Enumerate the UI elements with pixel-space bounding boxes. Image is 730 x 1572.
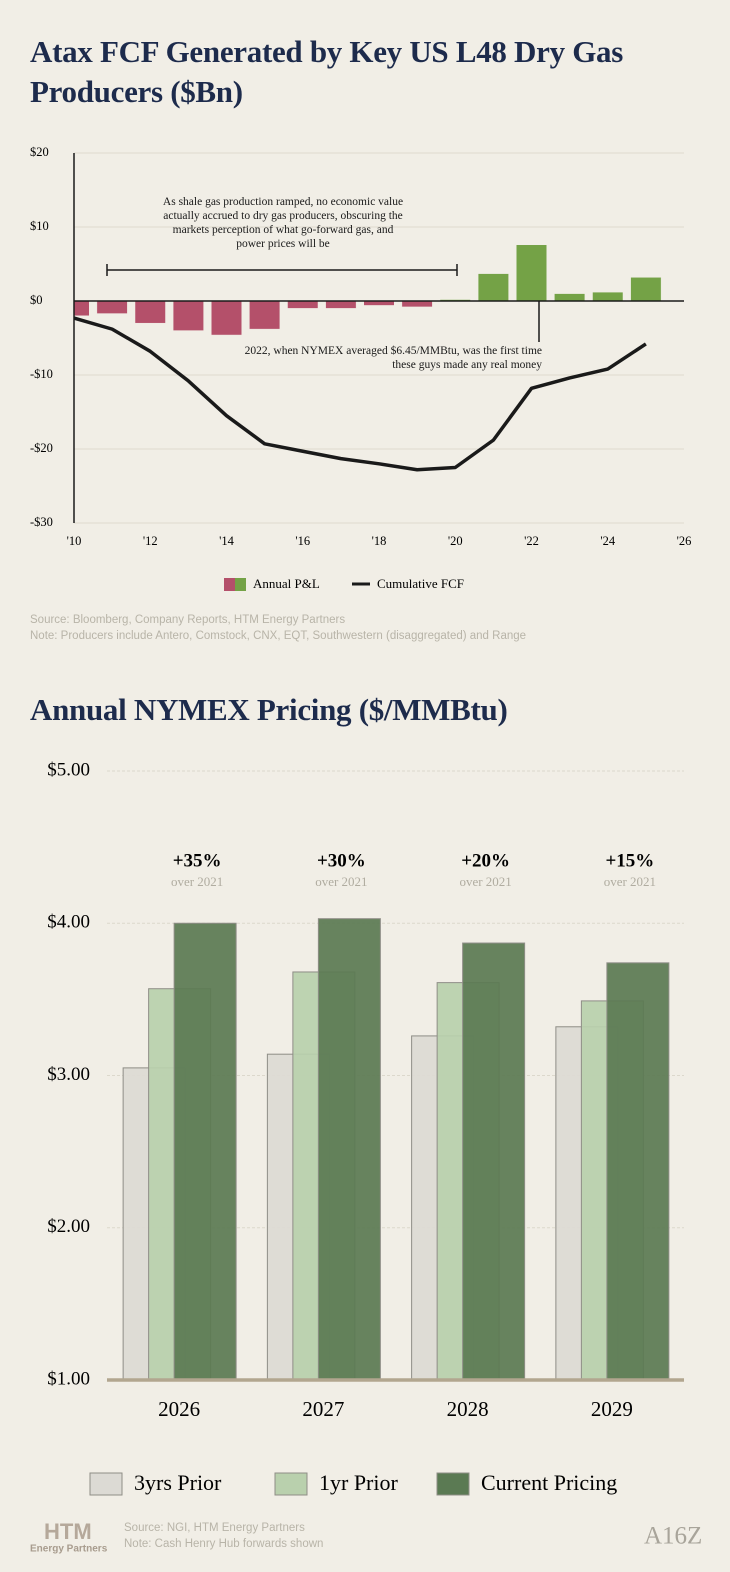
annotation: 2022, when NYMEX averaged $6.45/MMBtu, w… xyxy=(244,345,542,371)
y-tick-label: -$20 xyxy=(30,441,53,455)
legend-swatch xyxy=(235,578,246,591)
legend-swatch xyxy=(274,1472,308,1496)
bar xyxy=(592,291,624,302)
annotation-sub: over 2021 xyxy=(459,874,511,889)
legend-label: Annual P&L xyxy=(253,576,320,591)
annotation: +35% xyxy=(173,850,222,871)
source: Source: Bloomberg, Company Reports, HTM … xyxy=(30,614,346,626)
bar xyxy=(317,918,381,1381)
annotation: As shale gas production ramped, no econo… xyxy=(162,196,404,250)
annotation: +15% xyxy=(605,850,654,871)
line xyxy=(73,316,647,472)
x-tick-label: 2027 xyxy=(302,1397,344,1421)
x-tick-label: '10 xyxy=(67,534,82,548)
legend-label: 1yr Prior xyxy=(319,1470,399,1495)
x-tick-label: '20 xyxy=(448,534,463,548)
chart-title: Annual NYMEX Pricing ($/MMBtu) xyxy=(30,692,508,727)
bar xyxy=(173,922,237,1381)
bar xyxy=(606,962,670,1381)
legend-swatch xyxy=(436,1472,470,1496)
logo: A16Z xyxy=(644,1523,702,1550)
y-tick-label: $2.00 xyxy=(47,1216,90,1237)
annotation-sub: over 2021 xyxy=(315,874,367,889)
y-tick-label: $10 xyxy=(30,219,49,233)
y-tick-label: $3.00 xyxy=(47,1064,90,1085)
bar xyxy=(134,300,166,324)
x-tick-label: '18 xyxy=(372,534,387,548)
legend-swatch xyxy=(224,578,235,591)
y-tick-label: $1.00 xyxy=(47,1368,90,1389)
y-tick-label: -$30 xyxy=(30,515,53,529)
x-tick-label: 2029 xyxy=(591,1397,633,1421)
x-tick-label: '14 xyxy=(219,534,235,548)
bar xyxy=(211,300,242,336)
x-tick-label: '12 xyxy=(143,534,158,548)
source: Source: NGI, HTM Energy Partners xyxy=(124,1522,305,1534)
bar xyxy=(554,293,586,302)
logo-sub: Energy Partners xyxy=(30,1544,108,1555)
x-tick-label: 2028 xyxy=(447,1397,489,1421)
y-tick-label: -$10 xyxy=(30,367,53,381)
note: Note: Producers include Antero, Comstock… xyxy=(30,630,527,642)
annotation-sub: over 2021 xyxy=(604,874,656,889)
x-tick-label: '26 xyxy=(677,534,692,548)
legend-swatch xyxy=(89,1472,123,1496)
x-tick-label: 2026 xyxy=(158,1397,200,1421)
legend-label: 3yrs Prior xyxy=(134,1470,222,1495)
logo: HTM xyxy=(44,1519,92,1544)
bar xyxy=(96,300,128,314)
y-tick-label: $4.00 xyxy=(47,912,90,933)
bar xyxy=(249,300,281,330)
x-tick-label: '22 xyxy=(524,534,539,548)
annotation-sub: over 2021 xyxy=(171,874,223,889)
annotation-bracket xyxy=(106,264,458,276)
legend-label: Cumulative FCF xyxy=(377,576,464,591)
x-tick-label: '24 xyxy=(600,534,616,548)
x-tick-label: '16 xyxy=(295,534,310,548)
bar xyxy=(172,300,204,331)
bar xyxy=(516,244,547,302)
bar xyxy=(401,300,433,308)
bar xyxy=(73,300,90,317)
bar xyxy=(325,300,357,309)
chart-title: Atax FCF Generated by Key US L48 Dry Gas… xyxy=(30,34,624,109)
y-tick-label: $0 xyxy=(30,293,43,307)
annotation: +20% xyxy=(461,850,510,871)
y-tick-label: $5.00 xyxy=(47,759,90,780)
legend-label: Current Pricing xyxy=(481,1470,617,1495)
bar xyxy=(630,277,662,302)
bar xyxy=(477,273,509,302)
bar xyxy=(287,300,319,309)
annotation: +30% xyxy=(317,850,366,871)
y-tick-label: $20 xyxy=(30,145,49,159)
note: Note: Cash Henry Hub forwards shown xyxy=(124,1538,324,1550)
bar xyxy=(462,942,526,1381)
